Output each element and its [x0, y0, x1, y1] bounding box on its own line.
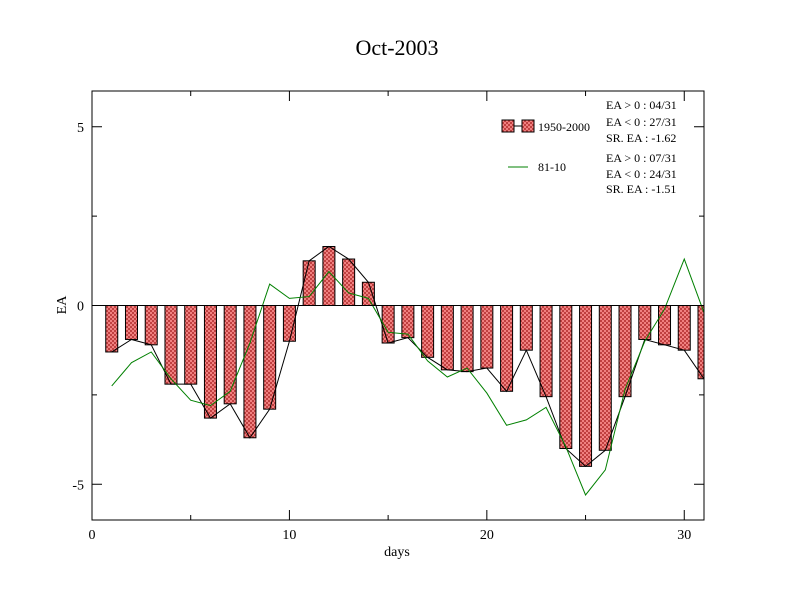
bar-day-23: [539, 305, 553, 398]
bar-day-7: [223, 305, 237, 405]
y-tick-label: 5: [77, 121, 84, 136]
axis-ticks: 0 10 20 30 -5 0 5: [72, 91, 704, 543]
legend-label-81-10: 81-10: [538, 160, 566, 174]
bar-day-18: [440, 305, 454, 371]
x-tick-label: 20: [480, 528, 494, 543]
bar-day-5: [184, 305, 198, 385]
bar-day-29: [658, 305, 672, 346]
bar-day-13: [342, 258, 356, 306]
bar-day-25: [579, 305, 593, 467]
annotation-block-81-10: EA > 0 : 07/31 EA < 0 : 24/31 SR. EA : -…: [606, 151, 677, 196]
bar-day-22: [519, 305, 533, 351]
chart-title: Oct-2003: [355, 35, 438, 60]
bar-day-3: [144, 305, 158, 346]
bar-day-21: [500, 305, 514, 392]
legend-swatch-bar-right: [521, 119, 535, 133]
legend: 1950-2000 81-10: [501, 119, 590, 174]
annotation-line: SR. EA : -1.51: [606, 182, 676, 196]
x-tick-label: 10: [282, 528, 296, 543]
bar-day-8: [243, 305, 257, 439]
bar-day-16: [401, 305, 415, 339]
legend-label-1950-2000: 1950-2000: [538, 120, 590, 134]
bar-day-20: [480, 305, 494, 369]
bar-day-19: [460, 305, 474, 373]
bar-day-11: [302, 260, 316, 306]
line-series-1950-2000: [111, 245, 705, 468]
annotation-line: EA < 0 : 24/31: [606, 167, 677, 181]
bar-day-17: [421, 305, 435, 358]
annotation-line: EA > 0 : 04/31: [606, 98, 677, 112]
bar-day-31: [697, 305, 705, 380]
bar-day-26: [598, 305, 612, 451]
y-tick-label: -5: [72, 478, 84, 493]
y-tick-label: 0: [77, 300, 84, 315]
bar-day-30: [677, 305, 691, 351]
x-axis-label: days: [384, 545, 410, 560]
line-series-group: [111, 245, 705, 496]
bar-day-24: [559, 305, 573, 449]
x-tick-label: 30: [677, 528, 691, 543]
annotation-line: EA > 0 : 07/31: [606, 151, 677, 165]
line-series-81-10: [111, 257, 705, 496]
y-axis-label: EA: [55, 295, 70, 315]
annotation-block-1950-2000: EA > 0 : 04/31 EA < 0 : 27/31 SR. EA : -…: [606, 98, 677, 145]
bar-day-2: [124, 305, 138, 340]
x-tick-label: 0: [89, 528, 96, 543]
annotation-line: SR. EA : -1.62: [606, 131, 676, 145]
legend-swatch-bar-left: [501, 119, 515, 133]
bar-day-1: [105, 305, 119, 353]
bar-day-6: [203, 305, 217, 419]
annotation-line: EA < 0 : 27/31: [606, 115, 677, 129]
